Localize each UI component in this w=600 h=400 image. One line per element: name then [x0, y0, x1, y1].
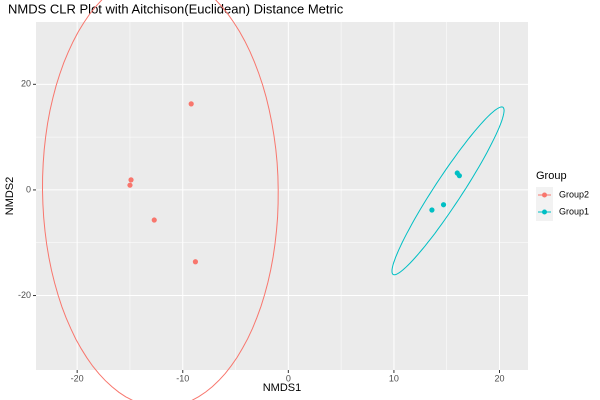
point	[440, 202, 447, 208]
point	[128, 177, 134, 183]
x-tick-label: 20	[494, 373, 504, 383]
point	[456, 173, 462, 179]
chart-title: NMDS CLR Plot with Aitchison(Euclidean) …	[8, 1, 344, 16]
y-tick-label: 0	[26, 184, 31, 194]
x-tick-label: -20	[71, 373, 84, 383]
y-tick-label: -20	[18, 290, 31, 300]
x-tick-label: -10	[176, 373, 189, 383]
x-axis-label: NMDS1	[263, 382, 302, 394]
y-tick-label: 20	[21, 79, 31, 89]
legend-marker	[542, 209, 547, 215]
legend-marker	[542, 192, 547, 198]
point	[192, 259, 199, 265]
legend-label: Group1	[559, 206, 589, 216]
point	[429, 207, 435, 213]
x-tick-label: 0	[286, 373, 291, 383]
plot-background	[36, 22, 528, 370]
x-tick-label: 10	[389, 373, 399, 383]
legend-label: Group2	[559, 189, 589, 199]
point	[127, 182, 133, 188]
legend-title: Group	[536, 170, 567, 182]
point	[151, 217, 157, 223]
y-axis-label: NMDS2	[4, 177, 16, 216]
ellipse	[41, 0, 279, 400]
point	[188, 101, 194, 107]
ellipse	[391, 106, 505, 276]
